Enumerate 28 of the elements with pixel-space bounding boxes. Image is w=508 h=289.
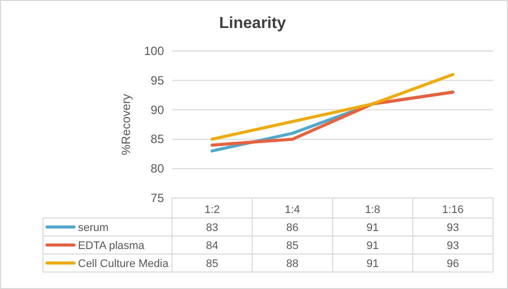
data-label: 91	[366, 240, 379, 252]
data-label: 93	[446, 240, 459, 252]
y-tick-label: 80	[150, 162, 164, 176]
line-series	[210, 73, 454, 141]
y-axis-title: %Recovery	[119, 94, 133, 156]
data-label: 85	[206, 258, 218, 270]
x-tick-label: 1:8	[364, 204, 380, 216]
data-label: 83	[206, 222, 218, 234]
legend-label: EDTA plasma	[78, 240, 146, 252]
y-tick-label: 85	[150, 132, 164, 146]
data-label: 88	[286, 258, 298, 270]
x-tick-label: 1:2	[204, 204, 220, 216]
x-tick-label: 1:16	[442, 204, 464, 216]
data-label: 93	[446, 222, 459, 234]
x-tick-label: 1:4	[284, 204, 300, 216]
data-label: 85	[286, 240, 298, 252]
legend-label: Cell Culture Media	[78, 258, 170, 270]
y-tick-label: 90	[150, 102, 164, 117]
chart-title: Linearity	[219, 15, 286, 32]
data-label: 86	[286, 222, 298, 234]
data-label: 84	[206, 240, 218, 252]
data-label: 91	[366, 258, 379, 270]
y-tick-label: 95	[150, 73, 164, 88]
y-tick-label: 75	[150, 191, 164, 205]
legend-label: serum	[78, 222, 109, 234]
data-label: 91	[366, 222, 379, 234]
y-tick-label: 100	[144, 44, 164, 58]
data-label: 96	[446, 258, 459, 270]
